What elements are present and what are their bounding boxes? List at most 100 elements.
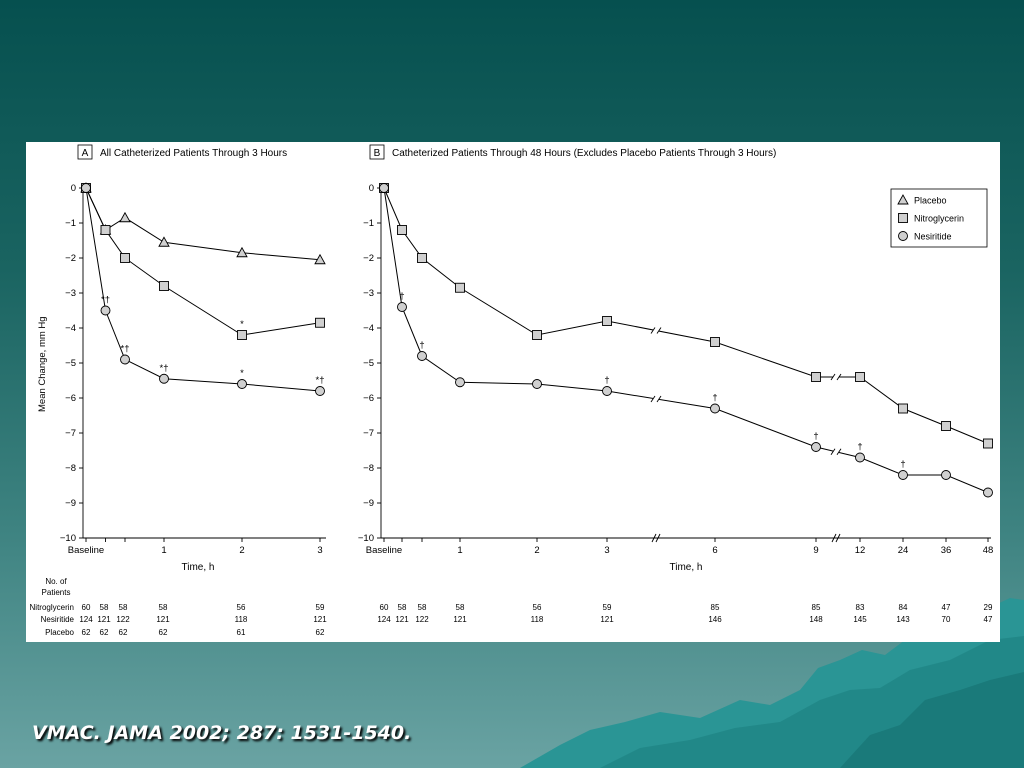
line-break-mark xyxy=(830,373,836,381)
panel-a-patient-count: 61 xyxy=(237,628,246,637)
panel-b-x-tick-label: 2 xyxy=(534,545,539,556)
panel-a-point-placebo xyxy=(314,253,326,265)
panel-a-y-tick-label: −4 xyxy=(65,323,76,334)
patients-table: No. of Patients Nitroglycerin 60 58 58 58 56 5… xyxy=(30,577,993,637)
panel-b-point-nesiritide xyxy=(417,351,427,361)
figure-panel: A All Catheterized Patients Through 3 Ho… xyxy=(26,142,1000,642)
panel-a-point-nesiritide xyxy=(159,373,169,384)
panel-b-patient-count: 121 xyxy=(395,615,409,624)
line-break-mark xyxy=(656,327,662,334)
panel-a-y-tick-label: −1 xyxy=(65,218,76,229)
panel-b-patient-count: 58 xyxy=(398,603,407,612)
panel-b-patient-count: 56 xyxy=(533,603,542,612)
line-break-mark xyxy=(830,448,836,456)
panel-a-line-nitroglycerin xyxy=(85,187,321,336)
panel-b-y-tick-label: −10 xyxy=(358,533,374,544)
panel-b-point-nitroglycerin xyxy=(811,372,821,382)
panel-b-point-nesiritide xyxy=(983,487,993,498)
panel-b-significance-marker: † xyxy=(419,340,424,351)
panel-b-y-tick-label: −3 xyxy=(363,288,374,299)
panel-b-point-nesiritide xyxy=(941,470,951,480)
panel-b-point-nesiritide xyxy=(710,403,720,414)
panel-b-line-nesiritide xyxy=(383,187,989,493)
panel-b-title-text: Catheterized Patients Through 48 Hours (… xyxy=(392,148,776,159)
panel-b-patient-count: 145 xyxy=(853,615,867,624)
panel-b-significance-marker: † xyxy=(900,459,905,470)
panel-b-point-nitroglycerin xyxy=(941,421,951,431)
panel-a-patient-count: 62 xyxy=(159,628,168,637)
panel-a-point-nesiritide xyxy=(237,379,247,389)
panel-a-x-tick-label: 1 xyxy=(161,545,166,556)
panel-a-patient-count: 58 xyxy=(100,603,109,612)
panel-b-point-nesiritide xyxy=(532,379,542,389)
line-break-mark xyxy=(650,327,656,334)
panel-b-x-tick-label: 1 xyxy=(457,545,462,556)
panel-b-y-tick-label: −6 xyxy=(363,393,374,404)
panel-b-patient-count: 47 xyxy=(984,615,993,624)
line-break-gap xyxy=(833,448,839,455)
panel-b-patient-count: 85 xyxy=(812,603,821,612)
panel-b-y-tick-label: −5 xyxy=(363,358,374,369)
panel-b-y-tick-label: 0 xyxy=(369,183,374,194)
panel-a-patient-count: 121 xyxy=(97,615,111,624)
panel-a-point-placebo xyxy=(236,246,248,258)
panel-a-point-nesiritide xyxy=(81,183,91,193)
panel-a-point-nitroglycerin xyxy=(159,281,169,291)
chart-svg: A All Catheterized Patients Through 3 Ho… xyxy=(30,144,993,637)
panel-a-patient-count: 56 xyxy=(237,603,246,612)
panel-a-y-tick-label: −8 xyxy=(65,463,76,474)
panel-b-significance-marker: † xyxy=(712,393,717,404)
panel-a-patient-count: 60 xyxy=(82,603,91,612)
panel-b-y-tick-label: −8 xyxy=(363,463,374,474)
panel-b-significance-marker: † xyxy=(399,291,404,302)
panel-a-y-tick-label: −3 xyxy=(65,288,76,299)
panel-b-significance-marker: † xyxy=(813,431,818,442)
panel-a-x-tick-label: Baseline xyxy=(68,545,104,556)
panel-b-x-tick-label: Baseline xyxy=(366,545,402,556)
line-break-mark xyxy=(836,373,842,381)
panel-b-significance-marker: † xyxy=(857,442,862,453)
panel-a-patient-count: 62 xyxy=(100,628,109,637)
panel-a-patient-count: 62 xyxy=(82,628,91,637)
panel-b-y-tick-label: −4 xyxy=(363,323,374,334)
panel-b-point-nesiritide xyxy=(455,377,465,388)
panel-b-point-nitroglycerin xyxy=(417,253,427,263)
panel-a-patient-count: 62 xyxy=(119,628,128,637)
panel-a-point-nesiritide xyxy=(315,386,325,396)
axis-break-mark xyxy=(651,533,657,543)
panel-a-significance-marker: * xyxy=(240,319,244,330)
panel-a-line-placebo xyxy=(85,187,321,261)
panel-b-patient-count: 124 xyxy=(377,615,391,624)
panel-a-patient-count: 58 xyxy=(159,603,168,612)
panel-b-patient-count: 47 xyxy=(942,603,951,612)
panel-b-patient-count: 121 xyxy=(453,615,467,624)
line-break-mark xyxy=(650,395,656,403)
panel-b-point-nitroglycerin xyxy=(455,282,465,293)
panel-b-point-nesiritide xyxy=(379,183,389,193)
line-break-mark xyxy=(656,395,662,403)
panel-b-letter: B xyxy=(374,148,381,159)
line-break-gap xyxy=(653,327,659,334)
panel-b-y-tick-label: −1 xyxy=(363,218,374,229)
panel-b-patient-count: 122 xyxy=(415,615,429,624)
panel-a-significance-marker: *† xyxy=(121,344,130,355)
panel-a-patient-count: 118 xyxy=(235,615,248,624)
patients-row-label: Nitroglycerin xyxy=(30,603,74,612)
panel-b-patient-count: 70 xyxy=(942,615,951,624)
panel-a-y-tick-label: −2 xyxy=(65,253,76,264)
patients-header-line2: Patients xyxy=(42,588,71,597)
citation-text: VMAC. JAMA 2002; 287: 1531-1540. xyxy=(32,722,412,744)
y-axis-label: Mean Change, mm Hg xyxy=(37,316,48,412)
panel-a-x-axis-label: Time, h xyxy=(182,562,215,573)
panel-b-patient-count: 121 xyxy=(600,615,614,624)
panel-a-y-tick-label: −6 xyxy=(65,393,76,404)
axis-break-mark xyxy=(835,533,841,543)
panel-b-y-tick-label: −7 xyxy=(363,428,374,439)
panel-b-plot: † † † † † † † xyxy=(379,183,993,498)
panel-a-point-placebo xyxy=(158,236,170,247)
panel-b-point-nesiritide xyxy=(855,452,865,463)
panel-b-point-nitroglycerin xyxy=(397,225,407,235)
